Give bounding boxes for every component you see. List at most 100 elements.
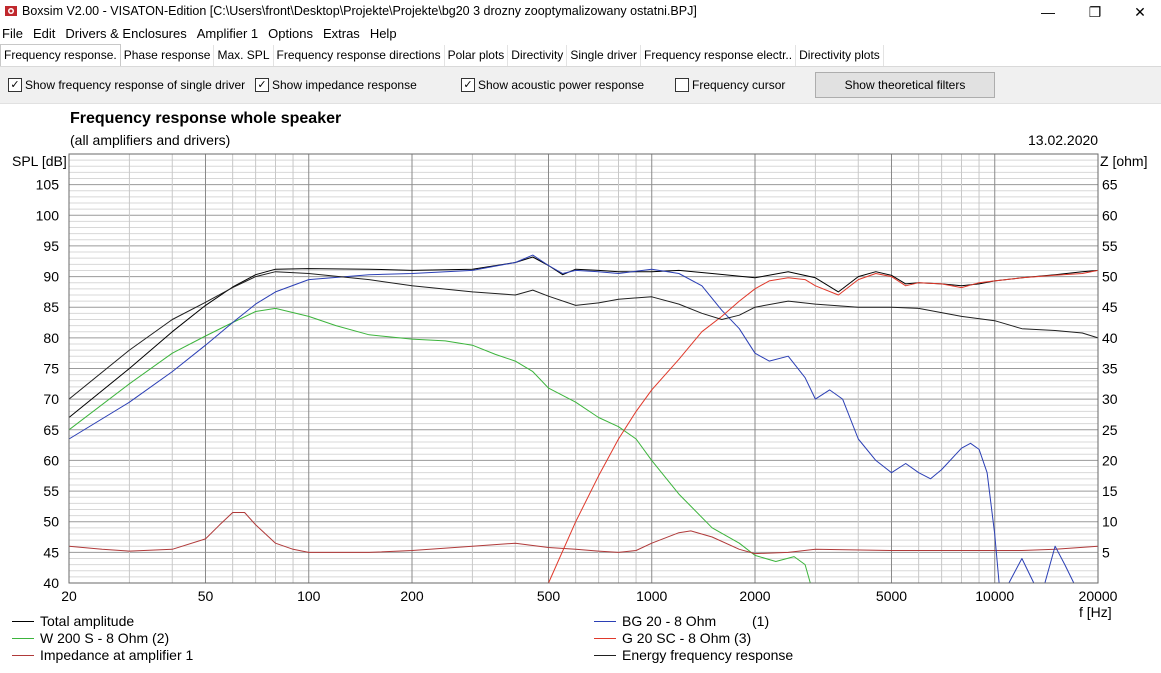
x-tick-label: 20 — [61, 588, 77, 604]
y-tick-label: 105 — [36, 177, 60, 193]
x-tick-label: 50 — [198, 588, 214, 604]
acoustic-power-checkbox[interactable]: ✓ Show acoustic power response — [461, 78, 644, 92]
boxsim-app-icon — [5, 6, 17, 16]
x-axis-label: f [Hz] — [1079, 604, 1112, 620]
y2-tick-label: 50 — [1102, 269, 1118, 285]
show-theoretical-filters-button[interactable]: Show theoretical filters — [815, 72, 995, 98]
plot-frame — [68, 153, 1099, 584]
y2-tick-label: 40 — [1102, 330, 1118, 346]
y-tick-label: 100 — [36, 207, 60, 223]
legend-number: (1) — [752, 613, 770, 629]
legend-swatch — [12, 620, 34, 622]
legend-swatch — [12, 654, 34, 656]
menu-help[interactable]: Help — [369, 26, 397, 41]
legend-swatch — [594, 637, 616, 639]
title-bar: Boxsim V2.00 - VISATON-Edition [C:\Users… — [0, 0, 1161, 24]
tab-frequency-response[interactable]: Frequency response. — [0, 44, 121, 66]
y2-tick-label: 5 — [1102, 544, 1110, 560]
frequency-cursor-checkbox-box[interactable] — [675, 78, 689, 92]
y2-tick-label: 60 — [1102, 207, 1118, 223]
close-button[interactable]: ✕ — [1134, 3, 1146, 20]
legend-total-amplitude: Total amplitude — [12, 613, 134, 629]
tab-frequency-response-electrical[interactable]: Frequency response electr.. — [641, 45, 797, 66]
series-bg-20-8-ohm — [68, 254, 1098, 584]
menu-edit[interactable]: Edit — [32, 26, 56, 41]
menu-options[interactable]: Options — [268, 26, 313, 41]
y2-tick-label: 35 — [1102, 361, 1118, 377]
impedance-checkbox-label: Show impedance response — [272, 78, 417, 92]
y-tick-label: 85 — [43, 299, 59, 315]
menu-extras[interactable]: Extras — [322, 26, 360, 41]
tab-bar: Frequency response. Phase response Max. … — [0, 44, 1161, 67]
y-tick-label: 90 — [43, 269, 59, 285]
frequency-cursor-checkbox[interactable]: Frequency cursor — [675, 78, 785, 92]
legend-label: G 20 SC - 8 Ohm (3) — [622, 630, 752, 646]
tab-frequency-response-directions[interactable]: Frequency response directions — [274, 45, 445, 66]
single-driver-checkbox[interactable]: ✓ Show frequency response of single driv… — [8, 78, 245, 92]
legend-label: W 200 S - 8 Ohm (2) — [40, 630, 170, 646]
frequency-cursor-checkbox-label: Frequency cursor — [692, 78, 786, 92]
tab-polar-plots[interactable]: Polar plots — [445, 45, 509, 66]
legend-swatch — [594, 654, 616, 656]
y2-tick-label: 30 — [1102, 391, 1118, 407]
y-axis-label: SPL [dB] — [12, 153, 67, 169]
x-tick-label: 500 — [537, 588, 561, 604]
legend-label: Total amplitude — [40, 613, 135, 629]
impedance-checkbox-box[interactable]: ✓ — [255, 78, 269, 92]
acoustic-power-checkbox-box[interactable]: ✓ — [461, 78, 475, 92]
legend-swatch — [594, 620, 616, 622]
y-tick-label: 60 — [43, 452, 59, 468]
chart-grid — [68, 153, 1099, 584]
legend-energy-frequency-response: Energy frequency response — [594, 647, 793, 663]
legend-swatch — [12, 637, 34, 639]
legend-label: BG 20 - 8 Ohm — [622, 613, 717, 629]
chart-series — [68, 254, 1099, 584]
x-tick-label: 5000 — [876, 588, 907, 604]
impedance-checkbox[interactable]: ✓ Show impedance response — [255, 78, 417, 92]
x-tick-label: 200 — [400, 588, 424, 604]
x-tick-label: 1000 — [636, 588, 667, 604]
single-driver-checkbox-box[interactable]: ✓ — [8, 78, 22, 92]
maximize-button[interactable]: ❐ — [1088, 3, 1102, 20]
legend-w200s: W 200 S - 8 Ohm (2) — [12, 630, 169, 646]
series-impedance-at-amplifier-1 — [68, 512, 1099, 555]
tab-single-driver[interactable]: Single driver — [567, 45, 642, 66]
y-tick-label: 75 — [43, 361, 59, 377]
y-tick-label: 80 — [43, 330, 59, 346]
y-tick-label: 45 — [43, 544, 59, 560]
chart-subtitle: (all amplifiers and drivers) — [70, 132, 231, 148]
x-tick-label: 2000 — [739, 588, 770, 604]
tab-directivity[interactable]: Directivity — [508, 45, 568, 66]
series-g-20-sc-8-ohm-3 — [548, 269, 1099, 584]
legend-g20sc: G 20 SC - 8 Ohm (3) — [594, 630, 751, 646]
y-tick-label: 65 — [43, 422, 59, 438]
y-tick-label: 95 — [43, 238, 59, 254]
legend-label: Impedance at amplifier 1 — [40, 647, 194, 663]
chart-date: 13.02.2020 — [1028, 132, 1099, 148]
acoustic-power-checkbox-label: Show acoustic power response — [478, 78, 645, 92]
legend-label: Energy frequency response — [622, 647, 794, 663]
y-tick-label: 50 — [43, 514, 59, 530]
legend-impedance: Impedance at amplifier 1 — [12, 647, 193, 663]
menu-drivers-enclosures[interactable]: Drivers & Enclosures — [65, 26, 187, 41]
y-tick-label: 40 — [43, 575, 59, 591]
tab-directivity-plots[interactable]: Directivity plots — [796, 45, 884, 66]
tab-max-spl[interactable]: Max. SPL — [214, 45, 274, 66]
single-driver-checkbox-label: Show frequency response of single driver — [25, 78, 246, 92]
options-bar: ✓ Show frequency response of single driv… — [0, 67, 1161, 104]
menu-file[interactable]: File — [2, 26, 23, 41]
chart-title: Frequency response whole speaker — [70, 110, 342, 127]
series-w-200-s-8-ohm-2 — [68, 307, 811, 584]
minimize-button[interactable]: — — [1041, 4, 1055, 20]
window-title: Boxsim V2.00 - VISATON-Edition [C:\Users… — [22, 4, 697, 18]
y2-tick-label: 15 — [1102, 483, 1118, 499]
y2-tick-label: 10 — [1102, 514, 1118, 530]
menu-amplifier-1[interactable]: Amplifier 1 — [196, 26, 259, 41]
x-tick-label: 10000 — [975, 588, 1014, 604]
x-tick-label: 20000 — [1079, 588, 1118, 604]
y2-axis-label: Z [ohm] — [1100, 153, 1147, 169]
y2-tick-label: 45 — [1102, 299, 1118, 315]
y2-tick-label: 65 — [1102, 177, 1118, 193]
tab-phase-response[interactable]: Phase response — [121, 45, 215, 66]
